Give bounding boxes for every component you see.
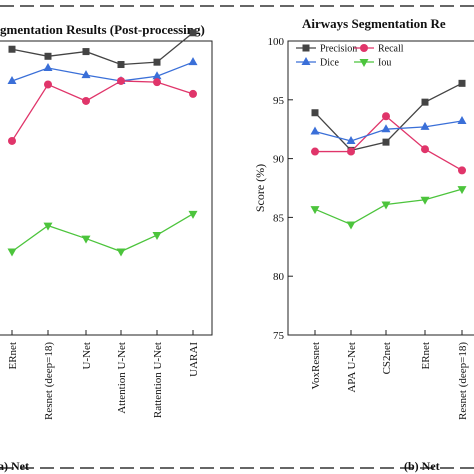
panel-a-dice-point bbox=[188, 57, 198, 66]
panel-b-y-tick-label: 90 bbox=[273, 154, 285, 166]
panel-b-title: Airways Segmentation Re bbox=[302, 16, 446, 31]
panel-b-iou-point bbox=[346, 221, 356, 230]
panel-b-dice-point bbox=[310, 126, 320, 135]
panel-a-precision-point bbox=[189, 29, 197, 37]
panel-b-iou-point bbox=[310, 206, 320, 215]
panel-b: Airways Segmentation Re Score (%) 75 80 85… bbox=[253, 16, 474, 473]
panel-a-caption: a) Net bbox=[0, 459, 29, 473]
panel-b-plot-frame bbox=[287, 40, 474, 336]
panel-a-x-tick-label: U-Net bbox=[81, 342, 93, 370]
legend-precision-marker bbox=[302, 44, 310, 52]
panel-b-x-tick-label: APA U-Net bbox=[346, 342, 358, 393]
panel-b-x-tick-label: CS2net bbox=[381, 342, 393, 374]
panel-a-recall-point bbox=[189, 89, 197, 98]
panel-b-precision-point bbox=[421, 98, 429, 106]
panel-b-recall-point bbox=[347, 147, 355, 156]
panel-a-x-tick-label: Resnet (deep=18) bbox=[43, 342, 55, 420]
panel-b-y-tick-label: 85 bbox=[273, 212, 285, 224]
panel-a-iou-point bbox=[188, 210, 198, 219]
panel-a-dice-point bbox=[81, 70, 91, 79]
legend-recall-label: Recall bbox=[378, 44, 404, 55]
panel-a-iou-point bbox=[43, 222, 53, 231]
panel-b-dice-point bbox=[346, 135, 356, 144]
panel-b-x-tick-label: VoxResnet bbox=[310, 342, 322, 389]
panel-b-legend: Precision Recall Dice Iou bbox=[296, 44, 404, 69]
panel-b-y-tick-label: 95 bbox=[273, 95, 285, 107]
panel-a-precision-point bbox=[44, 52, 52, 60]
panel-b-recall-point bbox=[421, 145, 429, 154]
panel-b-recall-point bbox=[311, 147, 319, 156]
panel-b-x-tick-label: Resnet (deep=18) bbox=[457, 342, 469, 420]
panel-b-dice-point bbox=[381, 124, 391, 133]
panel-b-y-tick-label: 75 bbox=[273, 330, 285, 342]
panel-b-iou-point bbox=[381, 201, 391, 210]
panel-b-dice-point bbox=[457, 115, 467, 124]
panel-a-iou-line bbox=[11, 213, 194, 253]
panel-b-precision-point bbox=[382, 138, 390, 146]
panel-a-precision-point bbox=[8, 45, 16, 53]
panel-b-iou-line bbox=[314, 188, 463, 226]
panel-b-x-tick-label: ERnet bbox=[420, 342, 432, 370]
legend-precision-label: Precision bbox=[320, 44, 357, 55]
panel-a-x-tick-label: UARAI bbox=[188, 342, 200, 377]
panel-a-dice-point bbox=[43, 63, 53, 72]
legend-iou-label: Iou bbox=[378, 58, 391, 69]
panel-a-title: gmentation Results (Post-processing) bbox=[0, 22, 205, 37]
panel-b-recall-point bbox=[458, 166, 466, 175]
legend-iou-marker bbox=[359, 59, 369, 67]
panel-b-y-tick-label: 80 bbox=[273, 271, 285, 283]
panel-a-recall-point bbox=[82, 96, 90, 105]
panel-a-precision-point bbox=[153, 58, 161, 66]
panel-a-iou-point bbox=[152, 232, 162, 241]
panel-a: gmentation Results (Post-processing) ERn… bbox=[0, 22, 213, 473]
legend-dice-marker bbox=[301, 57, 311, 65]
panel-a-iou-point bbox=[7, 248, 17, 257]
panel-b-y-axis-label: Score (%) bbox=[253, 164, 267, 212]
panel-a-iou-point bbox=[81, 235, 91, 244]
panel-a-precision-point bbox=[82, 48, 90, 56]
panel-a-recall-point bbox=[8, 136, 16, 145]
panel-a-recall-point bbox=[117, 76, 125, 85]
panel-b-precision-point bbox=[311, 109, 319, 117]
panel-a-precision-line bbox=[11, 32, 194, 66]
panel-a-dice-point bbox=[152, 71, 162, 80]
panel-a-x-tick-label: Rattention U-Net bbox=[152, 342, 164, 418]
panel-b-precision-point bbox=[458, 79, 466, 87]
panel-b-recall-point bbox=[382, 112, 390, 121]
panel-b-iou-point bbox=[457, 186, 467, 195]
panel-a-recall-point bbox=[44, 80, 52, 89]
panel-b-caption: (b) Net bbox=[404, 459, 440, 473]
panel-a-plot-frame bbox=[0, 40, 213, 336]
panel-a-precision-point bbox=[117, 61, 125, 69]
panel-a-iou-point bbox=[116, 248, 126, 257]
legend-dice-label: Dice bbox=[320, 58, 339, 69]
panel-a-recall-line bbox=[11, 80, 194, 142]
panel-b-dice-point bbox=[420, 121, 430, 130]
panel-a-x-tick-label: Attention U-Net bbox=[116, 342, 128, 414]
panel-a-x-tick-label: ERnet bbox=[7, 342, 19, 370]
legend-recall-marker bbox=[360, 44, 368, 52]
panel-b-y-tick-label: 100 bbox=[268, 36, 285, 48]
panel-a-dice-line bbox=[11, 61, 194, 82]
panel-b-iou-point bbox=[420, 196, 430, 205]
panel-a-recall-point bbox=[153, 78, 161, 87]
panel-a-dice-point bbox=[7, 75, 17, 84]
